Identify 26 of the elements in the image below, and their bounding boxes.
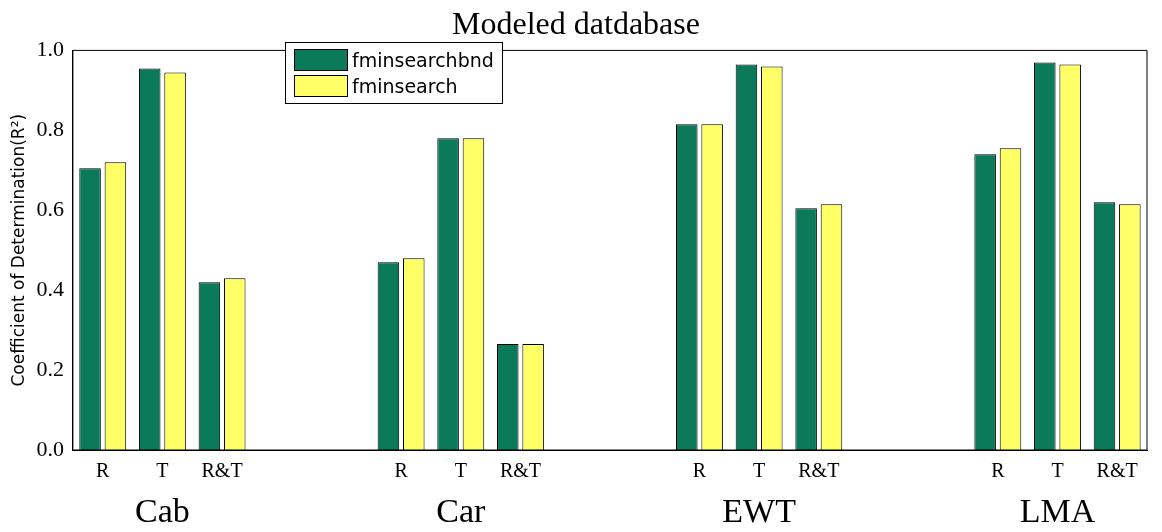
x-tick-label: R: [991, 459, 1006, 482]
text: Cab: [135, 491, 190, 529]
x-tick-label: T: [156, 459, 169, 482]
y-tick-label: 0.0: [36, 435, 64, 461]
x-tick-label: T: [454, 459, 467, 482]
x-tick-label: R: [394, 459, 409, 482]
y-tick-label: 0.4: [36, 275, 64, 301]
y-tick-label: 0.8: [36, 116, 64, 142]
text: Car: [436, 491, 486, 529]
x-tick-label: R&T: [201, 459, 243, 482]
y-tick-label: 0.2: [36, 355, 64, 381]
x-tick-label: R&T: [798, 459, 840, 482]
y-tick-label: 1.0: [36, 36, 64, 62]
x-tick-label: R: [692, 459, 707, 482]
y-tick-label: 0.6: [36, 196, 64, 222]
x-tick-label: R: [96, 459, 111, 482]
x-tick-label: R&T: [499, 459, 541, 482]
x-tick-label: T: [1051, 459, 1064, 482]
y-axis-title: Coefficient of Determination(R²): [7, 113, 28, 387]
x-tick-label: T: [753, 459, 766, 482]
x-tick-label: R&T: [1096, 459, 1138, 482]
text: EWT: [722, 491, 797, 529]
chart-title: Modeled datdabase: [452, 4, 700, 41]
legend-label: fminsearchbnd: [352, 49, 494, 71]
text: LMA: [1019, 491, 1096, 529]
legend-label: fminsearch: [352, 75, 458, 97]
